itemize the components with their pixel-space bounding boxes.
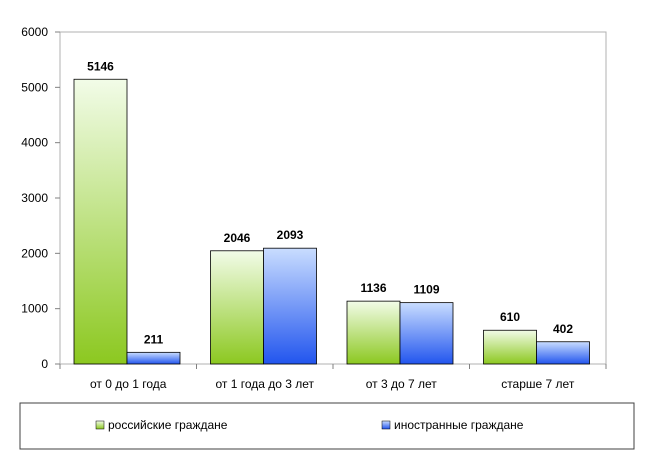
data-label: 2046 [224,231,251,245]
bar-series-1 [399,302,454,365]
bar-series-1 [126,351,181,365]
legend-swatch-foreign [381,420,391,430]
data-labels: 5146 2046 1136 610 211 2093 1109 402 [87,59,573,346]
legend-label-russian: российские граждане [108,418,228,432]
bar-series-0 [346,300,401,365]
y-tick-label: 2000 [21,246,48,260]
x-tick-label: от 1 года до 3 лет [215,377,314,391]
plot-area [59,31,607,365]
bar-series-0 [483,329,537,365]
y-tick-label: 1000 [21,302,48,316]
y-tick-label: 6000 [21,25,48,39]
data-label: 2093 [277,228,304,242]
y-axis: 0 1000 2000 3000 4000 5000 6000 [21,25,60,371]
bar-series-0 [210,250,264,365]
legend-label-foreign: иностранные граждане [394,418,524,432]
y-tick-label: 5000 [21,80,48,94]
bar-series-1 [263,247,317,365]
x-tick-label: старше 7 лет [501,377,575,391]
y-tick-label: 0 [41,357,48,371]
data-label: 211 [144,332,164,346]
data-label: 402 [553,322,573,336]
y-tick-label: 4000 [21,136,48,150]
data-label: 5146 [87,59,114,73]
x-tick-label: от 3 до 7 лет [366,377,438,391]
x-tick-label: от 0 до 1 года [90,377,167,391]
bar-series-1 [536,341,590,365]
data-label: 1109 [413,283,439,297]
data-label: 1136 [360,281,386,295]
bars [73,78,590,365]
legend-box [19,402,635,450]
data-label: 610 [500,310,520,324]
x-axis: от 0 до 1 года от 1 года до 3 лет от 3 до … [59,364,607,391]
bar-series-0 [73,78,128,365]
y-tick-label: 3000 [21,191,48,205]
legend: российские граждане иностранные граждане [19,402,635,450]
legend-swatch-russian [95,420,105,430]
